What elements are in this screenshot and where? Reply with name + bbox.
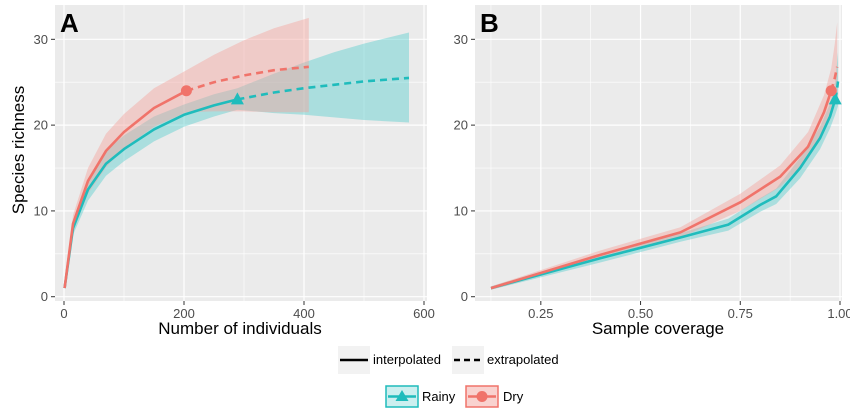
panel-b-dry-interpolated-line: [490, 90, 833, 290]
panel-b-y-tick-label: 30: [454, 32, 468, 47]
panel-a: 0 10 20 30 0 200 400 600 A: [34, 5, 435, 321]
legend-linetype: interpolated extrapolated: [338, 346, 559, 374]
panel-b-y-tick-label: 0: [461, 289, 468, 304]
panel-a-y-tick-label: 10: [34, 203, 48, 218]
panel-b-y-tick-label: 10: [454, 203, 468, 218]
legend-label-interpolated: interpolated: [373, 352, 441, 367]
panel-b-rainy-interpolated-line: [490, 99, 837, 290]
panel-b: 0 10 20 30 0.25 0.50 0.75 1.00 B: [454, 5, 850, 321]
panel-a-plot-area: [63, 17, 410, 290]
panel-b-background: [475, 5, 842, 301]
panel-b-x-tick-label: 1.00: [827, 306, 850, 321]
legend-groups: Rainy Dry: [385, 385, 524, 408]
legend-rainy-triangle-marker: [395, 390, 409, 401]
legend-label-extrapolated: extrapolated: [487, 352, 559, 367]
panel-a-dry-extrapolated-line: [186, 65, 309, 93]
panel-a-dry-confidence-band: [64, 17, 309, 290]
panel-a-rainy-extrapolated-line: [237, 76, 410, 101]
panel-a-y-tick-label: 0: [41, 289, 48, 304]
panel-a-dry-observed-marker: [180, 85, 192, 97]
panel-b-label: B: [480, 8, 499, 38]
legend-dry-circle-marker: [476, 391, 488, 402]
panel-a-x-tick-label: 200: [173, 306, 195, 321]
panel-b-x-axis-title: Sample coverage: [592, 319, 724, 338]
panel-b-rainy-observed-marker: [828, 92, 842, 105]
panel-b-dry-observed-marker: [825, 85, 837, 97]
panel-a-background: [55, 5, 427, 301]
panel-a-x-tick-label: 600: [413, 306, 435, 321]
panel-b-x-tick-label: 0.75: [728, 306, 753, 321]
panel-a-rainy-observed-marker: [230, 92, 244, 105]
panel-a-label: A: [60, 8, 79, 38]
panel-a-x-tick-label: 400: [293, 306, 315, 321]
panel-a-x-tick-label: 0: [60, 306, 67, 321]
panel-a-y-axis-title: Species richness: [9, 86, 28, 215]
panel-b-x-tick-label: 0.25: [528, 306, 553, 321]
panel-b-plot-area: [490, 22, 840, 290]
panel-a-y-tick-label: 30: [34, 32, 48, 47]
panel-b-y-tick-label: 20: [454, 118, 468, 133]
panel-a-y-tick-label: 20: [34, 118, 48, 133]
panel-a-dry-interpolated-line: [63, 89, 188, 289]
panel-b-x-tick-label: 0.50: [628, 306, 653, 321]
panel-a-rainy-interpolated-line: [63, 98, 238, 289]
legend-label-rainy: Rainy: [422, 389, 456, 404]
legend-label-dry: Dry: [503, 389, 524, 404]
panel-a-rainy-confidence-band: [64, 32, 409, 289]
panel-a-x-axis-title: Number of individuals: [158, 319, 321, 338]
